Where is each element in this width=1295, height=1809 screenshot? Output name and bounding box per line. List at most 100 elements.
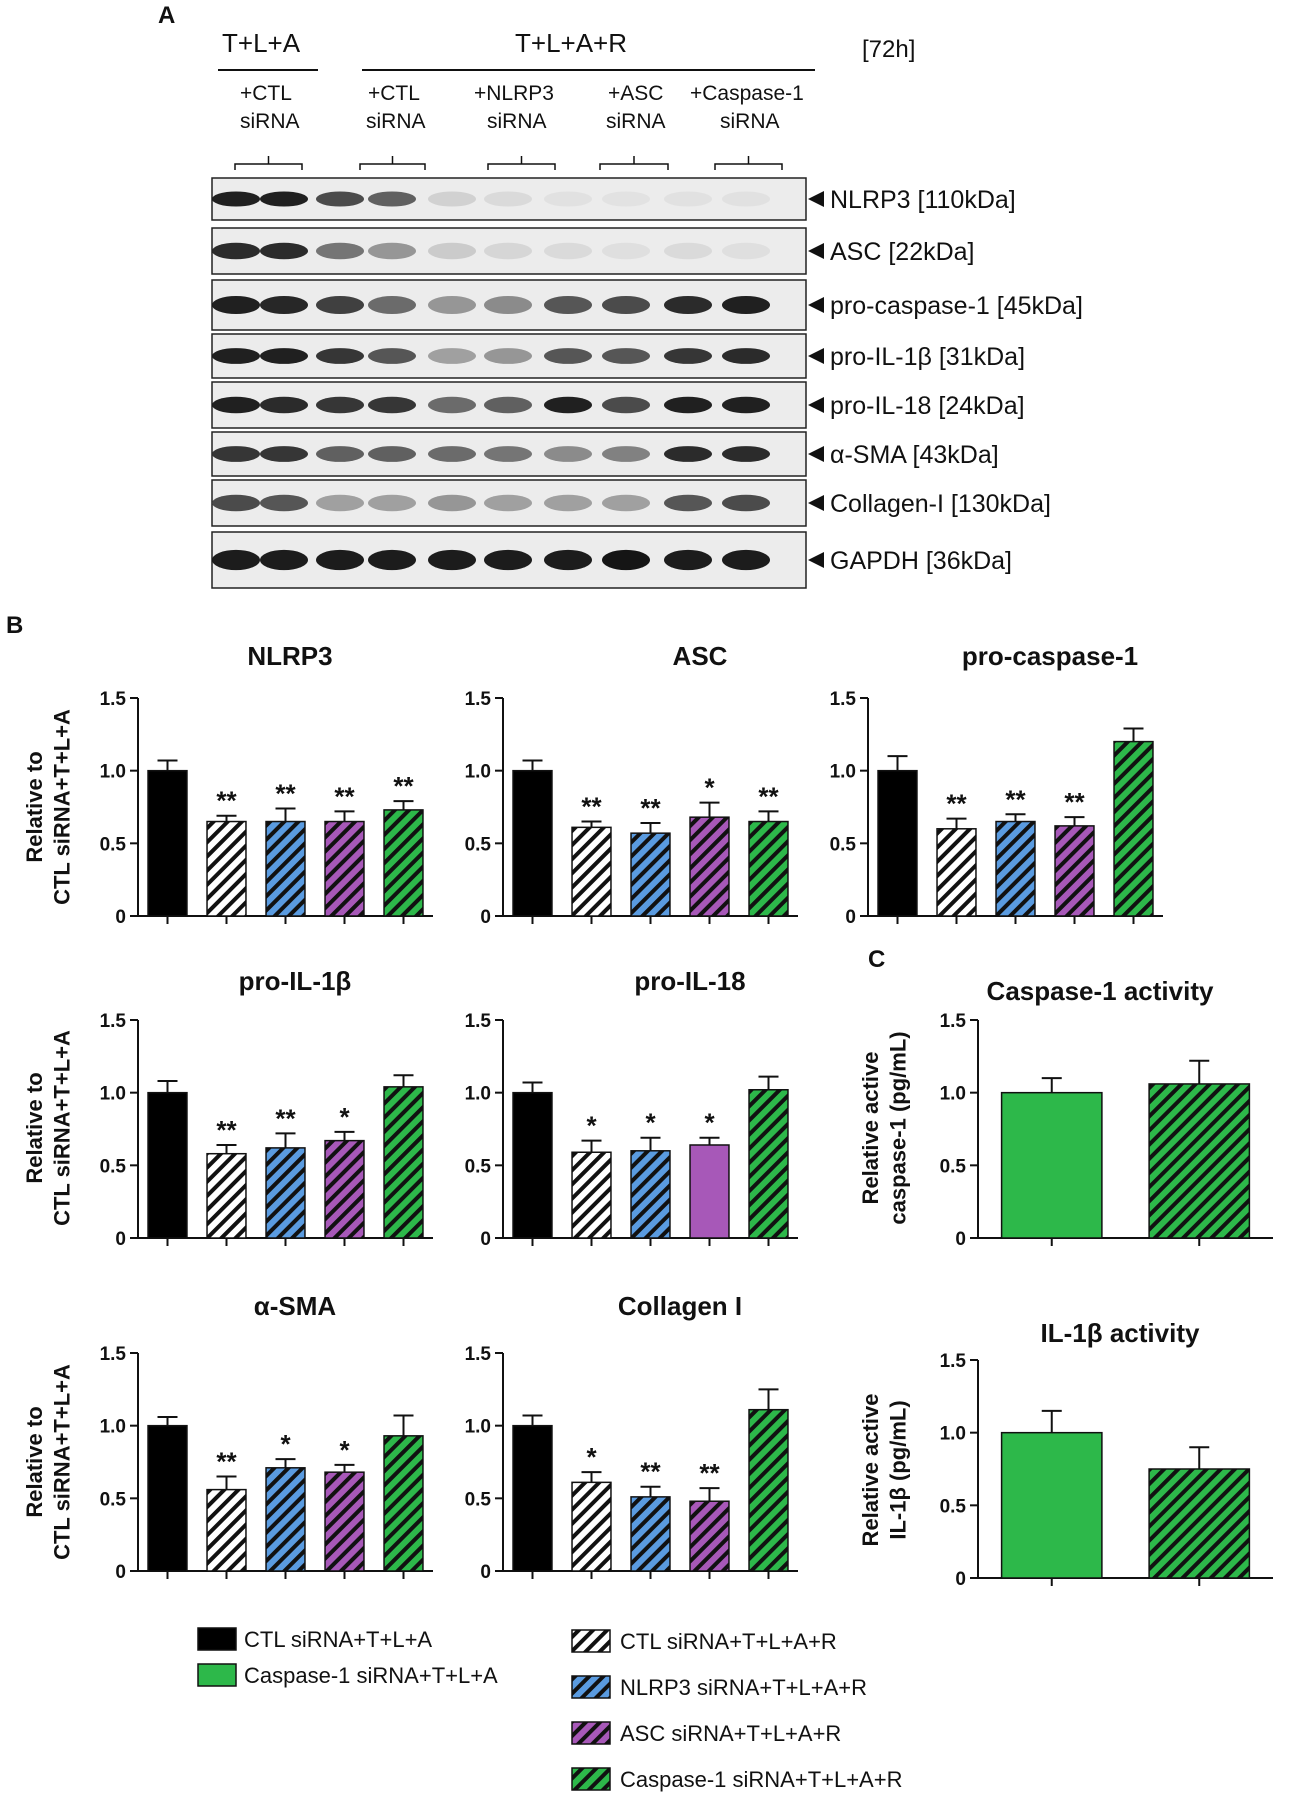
y-tick-label: 0 (480, 1229, 491, 1250)
significance-label: * (645, 1108, 656, 1138)
bar (571, 826, 612, 917)
chart-title: pro-IL-18 (634, 966, 745, 996)
blot-band (722, 348, 770, 364)
significance-label: * (704, 773, 715, 803)
bar (571, 1481, 612, 1572)
blot-band (544, 549, 592, 571)
blot-band (260, 396, 308, 414)
band-arrow (808, 243, 824, 259)
blot-band (260, 446, 308, 462)
chart-title: Caspase-1 activity (987, 976, 1214, 1006)
significance-label: ** (699, 1458, 720, 1488)
bar (571, 1151, 612, 1239)
blot-band (722, 494, 770, 512)
significance-label: ** (216, 786, 237, 816)
blot-band (368, 446, 416, 462)
y-tick-label: 1.0 (940, 1424, 966, 1445)
group-header-tla: T+L+A (222, 28, 301, 58)
bar (689, 1144, 730, 1239)
blot-band (602, 446, 650, 462)
blot-band (316, 296, 364, 314)
significance-label: * (586, 1442, 597, 1472)
chart-title: NLRP3 (247, 641, 332, 671)
significance-label: ** (1064, 787, 1085, 817)
blot-band (544, 446, 592, 462)
blot-band (368, 494, 416, 512)
y-axis-label: Relative active caspase-1 (pg/mL) (858, 1031, 911, 1224)
blot-band (664, 191, 712, 207)
band-arrow (808, 495, 824, 511)
blot-band (664, 242, 712, 260)
blot-band (212, 348, 260, 364)
y-tick-label: 0 (115, 1229, 126, 1250)
y-tick-label: 1.0 (940, 1084, 966, 1105)
chart-title: Collagen I (618, 1291, 742, 1321)
y-tick-label: 1.0 (100, 1084, 126, 1105)
bar (512, 1091, 553, 1239)
bar (630, 832, 671, 917)
bar-chart: 0 0.5 1.0 1.5 IL-1β activity Relative active I… (858, 1318, 1273, 1590)
blot-band (544, 494, 592, 512)
blot-band (260, 191, 308, 207)
western-blot-panel: NLRP3 [110kDa] ASC [22kDa] pro-caspase-1 [… (211, 69, 1083, 589)
legend-swatch (571, 1629, 611, 1653)
blot-band (544, 242, 592, 260)
bar (383, 809, 424, 917)
bar-chart: 0 0.5 1.0 1.5 NLRP3 Relative to CTL siRNA+T+L+… (22, 641, 433, 928)
bar (265, 820, 306, 917)
blot-band (428, 494, 476, 512)
lane-bracket (599, 156, 669, 170)
blot-band (722, 446, 770, 462)
blot-strip: pro-IL-18 [24kDa] (211, 381, 1025, 429)
significance-label: ** (275, 1103, 296, 1133)
bar (324, 1139, 365, 1239)
blot-band (428, 348, 476, 364)
legend-label: CTL siRNA+T+L+A (244, 1627, 432, 1652)
bar-chart: 0 0.5 1.0 1.5 pro-caspase-1 ** ** ** (830, 641, 1163, 928)
lane-label-top: +CTL (368, 82, 420, 105)
band-label: pro-IL-1β [31kDa] (830, 343, 1025, 371)
bar (1148, 1468, 1251, 1579)
y-tick-label: 0.5 (465, 834, 492, 855)
y-tick-label: 0.5 (100, 1156, 127, 1177)
blot-band (260, 494, 308, 512)
significance-label: * (339, 1435, 350, 1465)
blot-band (484, 446, 532, 462)
bar (206, 1488, 247, 1572)
bar (689, 816, 730, 917)
legend-swatch (197, 1627, 237, 1651)
group-header-tlar: T+L+A+R (515, 28, 628, 58)
blot-band (368, 396, 416, 414)
bar (147, 769, 188, 917)
band-label: ASC [22kDa] (830, 238, 975, 266)
blot-band (428, 191, 476, 207)
blot-strip: NLRP3 [110kDa] (211, 177, 1016, 221)
blot-band (368, 191, 416, 207)
blot-band (428, 446, 476, 462)
significance-label: * (704, 1108, 715, 1138)
significance-label: ** (275, 778, 296, 808)
bar (877, 769, 918, 917)
blot-band (316, 396, 364, 414)
y-tick-label: 0.5 (465, 1489, 492, 1510)
blot-band (212, 242, 260, 260)
bar (1054, 825, 1095, 917)
bar (1000, 1431, 1103, 1579)
significance-label: * (280, 1429, 291, 1459)
blot-band (316, 549, 364, 571)
significance-label: ** (640, 1457, 661, 1487)
lane-label-bottom: siRNA (366, 110, 426, 133)
blot-band (664, 348, 712, 364)
bar (1148, 1083, 1251, 1239)
lane-bracket (487, 156, 556, 170)
legend-swatch (571, 1721, 611, 1745)
lane-label-bottom: siRNA (240, 110, 300, 133)
y-axis-label: Relative to CTL siRNA+T+L+A (22, 709, 75, 905)
band-label: pro-IL-18 [24kDa] (830, 392, 1025, 420)
band-arrow (808, 446, 824, 462)
blot-strip: GAPDH [36kDa] (211, 531, 1012, 589)
significance-label: ** (1005, 784, 1026, 814)
band-arrow (808, 297, 824, 313)
legend-label: Caspase-1 siRNA+T+L+A+R (620, 1767, 902, 1792)
